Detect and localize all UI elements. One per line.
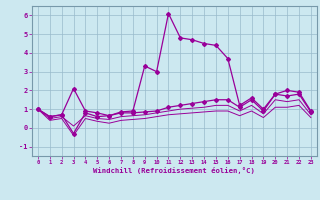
X-axis label: Windchill (Refroidissement éolien,°C): Windchill (Refroidissement éolien,°C) xyxy=(93,167,255,174)
